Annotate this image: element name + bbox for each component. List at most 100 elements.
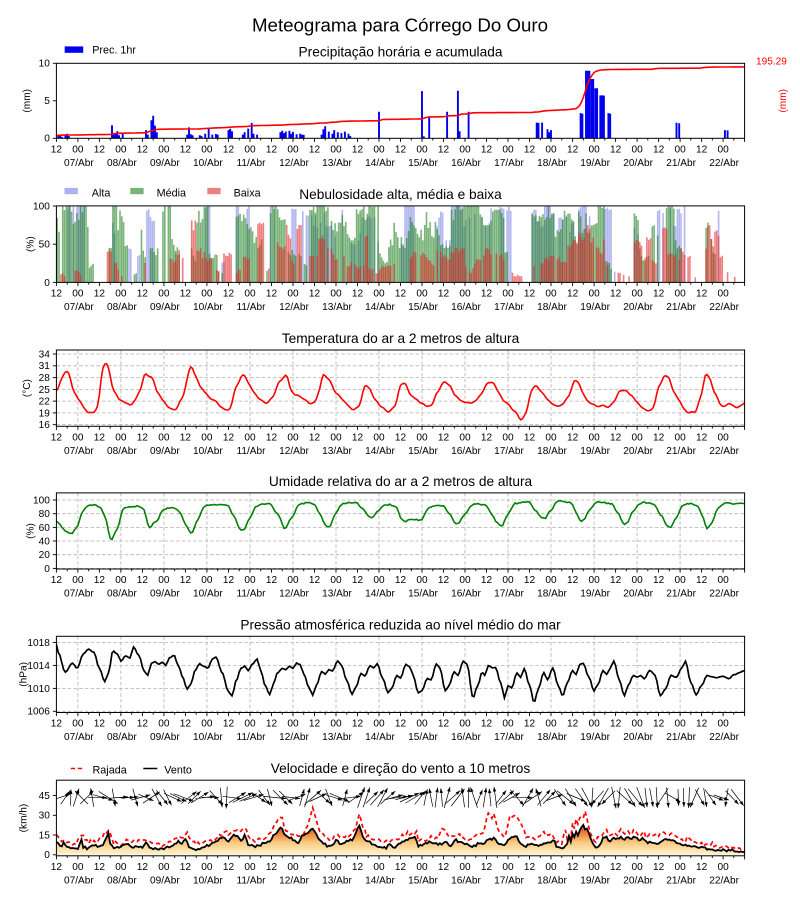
svg-text:Velocidade e direção do vento: Velocidade e direção do vento a 10 metro… — [271, 761, 531, 776]
svg-text:45: 45 — [39, 791, 51, 802]
svg-text:08/Abr: 08/Abr — [107, 302, 137, 313]
svg-text:12: 12 — [610, 289, 622, 300]
svg-text:21/Abr: 21/Abr — [666, 446, 696, 457]
svg-text:12: 12 — [524, 862, 536, 873]
svg-text:12: 12 — [481, 862, 493, 873]
svg-text:12: 12 — [395, 433, 407, 444]
svg-text:12: 12 — [481, 433, 493, 444]
svg-text:00: 00 — [674, 145, 686, 156]
svg-text:19/Abr: 19/Abr — [580, 589, 610, 600]
svg-text:12: 12 — [309, 145, 321, 156]
svg-text:15/Abr: 15/Abr — [408, 732, 438, 743]
svg-text:00: 00 — [287, 145, 299, 156]
svg-text:11/Abr: 11/Abr — [237, 302, 267, 313]
svg-text:00: 00 — [244, 862, 256, 873]
svg-text:13/Abr: 13/Abr — [322, 446, 352, 457]
svg-text:00: 00 — [416, 719, 428, 730]
svg-text:12: 12 — [524, 433, 536, 444]
svg-text:10/Abr: 10/Abr — [193, 589, 223, 600]
svg-text:0: 0 — [44, 564, 50, 575]
svg-text:20/Abr: 20/Abr — [623, 446, 653, 457]
svg-text:12: 12 — [352, 145, 364, 156]
svg-text:30: 30 — [39, 811, 51, 822]
svg-text:28: 28 — [39, 373, 51, 384]
svg-text:12: 12 — [266, 145, 278, 156]
svg-text:09/Abr: 09/Abr — [150, 589, 180, 600]
svg-text:00: 00 — [459, 719, 471, 730]
svg-text:Prec. 1hr: Prec. 1hr — [92, 44, 136, 56]
svg-text:21/Abr: 21/Abr — [666, 302, 696, 313]
svg-text:22/Abr: 22/Abr — [709, 732, 739, 743]
svg-text:12: 12 — [94, 719, 106, 730]
svg-text:00: 00 — [373, 289, 385, 300]
svg-text:12: 12 — [309, 289, 321, 300]
svg-text:11/Abr: 11/Abr — [237, 875, 267, 886]
svg-text:00: 00 — [158, 862, 170, 873]
svg-text:12: 12 — [524, 145, 536, 156]
svg-text:12: 12 — [137, 575, 149, 586]
svg-text:12: 12 — [438, 575, 450, 586]
svg-text:00: 00 — [459, 145, 471, 156]
svg-text:12: 12 — [51, 433, 63, 444]
svg-text:12: 12 — [94, 145, 106, 156]
svg-text:00: 00 — [588, 433, 600, 444]
svg-text:12: 12 — [653, 862, 665, 873]
svg-text:00: 00 — [330, 575, 342, 586]
svg-text:(mm): (mm) — [778, 89, 789, 113]
svg-text:0: 0 — [44, 278, 50, 289]
svg-text:00: 00 — [158, 575, 170, 586]
svg-text:12: 12 — [51, 575, 63, 586]
svg-text:00: 00 — [459, 862, 471, 873]
svg-text:00: 00 — [72, 145, 84, 156]
svg-text:1006: 1006 — [27, 707, 50, 718]
svg-text:12: 12 — [438, 719, 450, 730]
svg-text:12/Abr: 12/Abr — [279, 302, 309, 313]
svg-text:00: 00 — [158, 719, 170, 730]
svg-text:00: 00 — [588, 575, 600, 586]
svg-text:08/Abr: 08/Abr — [107, 589, 137, 600]
svg-text:21/Abr: 21/Abr — [666, 158, 696, 169]
svg-text:00: 00 — [416, 145, 428, 156]
svg-text:18/Abr: 18/Abr — [537, 302, 567, 313]
svg-text:00: 00 — [373, 433, 385, 444]
svg-text:13/Abr: 13/Abr — [322, 158, 352, 169]
svg-text:12: 12 — [223, 289, 235, 300]
svg-text:00: 00 — [72, 575, 84, 586]
svg-text:14/Abr: 14/Abr — [365, 446, 395, 457]
svg-text:12: 12 — [567, 433, 579, 444]
svg-text:(%): (%) — [26, 236, 37, 252]
svg-text:11/Abr: 11/Abr — [237, 732, 267, 743]
svg-text:13/Abr: 13/Abr — [322, 302, 352, 313]
svg-text:12: 12 — [352, 575, 364, 586]
svg-text:12: 12 — [481, 575, 493, 586]
svg-text:1010: 1010 — [27, 684, 50, 695]
svg-text:00: 00 — [115, 289, 127, 300]
svg-text:00: 00 — [717, 862, 729, 873]
svg-text:12: 12 — [137, 719, 149, 730]
svg-text:16/Abr: 16/Abr — [451, 875, 481, 886]
svg-text:00: 00 — [330, 719, 342, 730]
svg-text:00: 00 — [416, 289, 428, 300]
svg-text:15: 15 — [39, 830, 51, 841]
svg-text:Vento: Vento — [164, 764, 192, 776]
svg-text:12: 12 — [696, 862, 708, 873]
svg-text:08/Abr: 08/Abr — [107, 446, 137, 457]
svg-text:19/Abr: 19/Abr — [580, 302, 610, 313]
svg-text:00: 00 — [201, 145, 213, 156]
svg-text:00: 00 — [330, 862, 342, 873]
svg-text:00: 00 — [502, 575, 514, 586]
svg-text:12: 12 — [481, 145, 493, 156]
svg-text:100: 100 — [33, 201, 50, 212]
svg-text:22/Abr: 22/Abr — [709, 446, 739, 457]
svg-text:12: 12 — [137, 145, 149, 156]
svg-text:12: 12 — [223, 719, 235, 730]
svg-text:00: 00 — [373, 145, 385, 156]
svg-text:12: 12 — [395, 862, 407, 873]
svg-text:00: 00 — [201, 719, 213, 730]
svg-text:12: 12 — [524, 289, 536, 300]
svg-text:12: 12 — [610, 433, 622, 444]
svg-text:12: 12 — [610, 862, 622, 873]
svg-text:12: 12 — [567, 862, 579, 873]
svg-text:07/Abr: 07/Abr — [64, 589, 94, 600]
svg-text:12: 12 — [653, 145, 665, 156]
